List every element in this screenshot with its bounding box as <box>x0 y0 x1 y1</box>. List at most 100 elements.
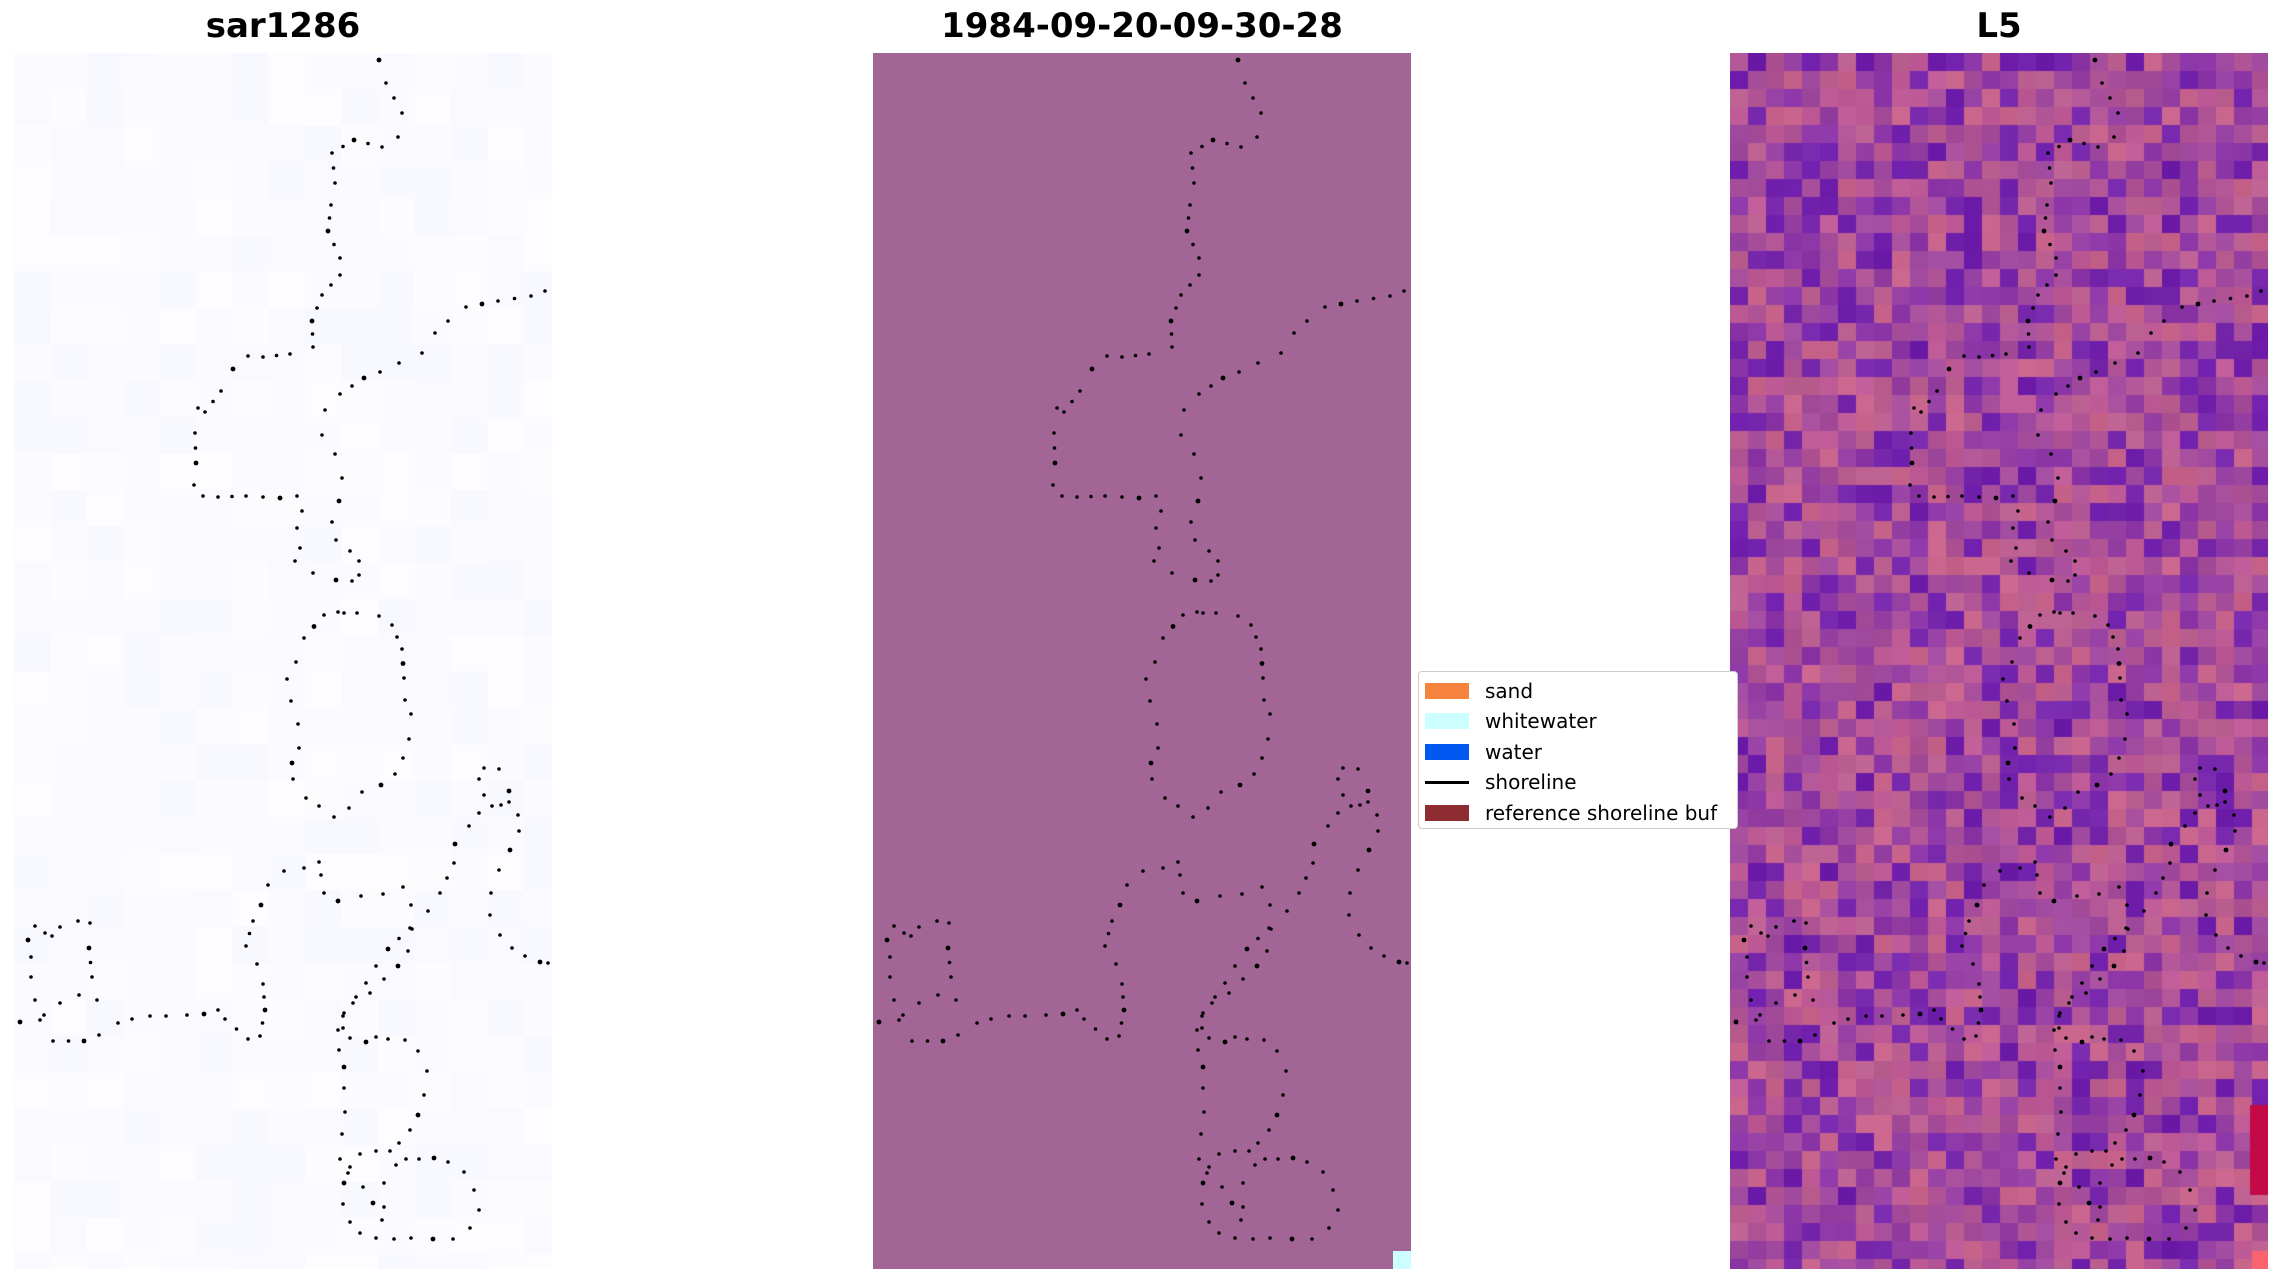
shoreline-point <box>33 998 37 1002</box>
shoreline-point <box>261 355 265 359</box>
shoreline-point <box>2057 1064 2063 1070</box>
shoreline-point <box>433 331 437 335</box>
shoreline-point <box>310 332 315 336</box>
shoreline-point <box>2133 1157 2137 1161</box>
shoreline-point <box>2213 868 2217 872</box>
shoreline-point <box>1998 869 2002 873</box>
shoreline-point <box>462 1170 466 1174</box>
shoreline-point <box>1176 804 1180 808</box>
shoreline-point <box>403 1038 407 1042</box>
shoreline-point <box>77 993 81 997</box>
shoreline-point <box>1051 483 1055 487</box>
shoreline-point <box>1274 1112 1280 1118</box>
shoreline-point <box>333 577 339 583</box>
shoreline-point <box>1806 975 1810 979</box>
shoreline-point <box>2206 804 2210 808</box>
legend-label: reference shoreline buf <box>1485 801 1718 825</box>
shoreline-point <box>446 1160 450 1164</box>
shoreline-point <box>2124 1128 2128 1132</box>
shoreline-point <box>2096 1218 2100 1222</box>
shoreline-point <box>1233 964 1237 968</box>
shoreline-point <box>1176 860 1180 864</box>
shoreline-point <box>358 1231 362 1235</box>
shoreline-point <box>1233 1035 1237 1039</box>
shoreline-point <box>1256 936 1260 941</box>
shoreline-point <box>1007 1014 1011 1018</box>
shoreline-point <box>193 446 198 450</box>
shoreline-point <box>293 559 297 563</box>
shoreline-point <box>1978 995 1982 999</box>
shoreline-point <box>2113 1141 2117 1145</box>
shoreline-point <box>2096 145 2100 149</box>
shoreline-point <box>394 1163 398 1167</box>
shoreline-point <box>1153 660 1157 664</box>
shoreline-point <box>1159 509 1163 513</box>
shoreline-point <box>2033 860 2037 864</box>
shoreline-point <box>378 782 384 788</box>
shoreline-point <box>193 460 199 466</box>
shoreline-point <box>1792 919 1796 923</box>
shoreline-point <box>403 698 407 702</box>
shoreline-point <box>1201 1086 1205 1090</box>
legend-item-sand: sand <box>1425 677 1533 705</box>
shoreline-point <box>1917 1011 1923 1017</box>
shoreline-point <box>1235 57 1241 63</box>
shoreline-point <box>2119 698 2123 702</box>
shoreline-point <box>360 790 364 794</box>
shoreline-point <box>1220 1185 1224 1189</box>
shoreline-point <box>1163 796 1167 800</box>
legend-label: shoreline <box>1485 770 1577 794</box>
shoreline-point <box>2125 712 2129 716</box>
shoreline-point <box>490 804 494 808</box>
legend-item-reference-shoreline-buffer: reference shoreline buf <box>1425 799 1717 827</box>
shoreline-point <box>415 1112 421 1118</box>
shoreline-point <box>1260 885 1264 889</box>
shoreline-point <box>1304 876 1308 880</box>
shoreline-point <box>1297 891 1301 895</box>
shoreline-point <box>298 546 302 550</box>
shoreline-point <box>2020 796 2024 800</box>
shoreline-point <box>2075 894 2079 898</box>
shoreline-point <box>1154 494 1158 498</box>
shoreline-point <box>338 1157 342 1161</box>
shoreline-point <box>1974 902 1980 908</box>
shoreline-point <box>1179 433 1183 437</box>
shoreline-point <box>2228 296 2233 301</box>
shoreline-point <box>1366 800 1370 804</box>
shoreline-point <box>2010 660 2014 664</box>
shoreline-point <box>2054 256 2058 260</box>
shoreline-point <box>294 660 298 664</box>
shoreline-point <box>2084 991 2088 995</box>
shoreline-point <box>355 611 359 615</box>
shoreline-point <box>288 352 292 356</box>
shoreline-point <box>311 624 317 629</box>
shoreline-point <box>374 1236 378 1240</box>
shoreline-point <box>1244 946 1250 952</box>
shoreline-point <box>258 902 264 908</box>
shoreline-point <box>342 1086 346 1090</box>
shoreline-point <box>2039 408 2043 412</box>
shoreline-point <box>2054 273 2058 277</box>
shoreline-point <box>1255 135 1259 139</box>
shoreline-point <box>947 921 951 925</box>
shoreline-point <box>1237 782 1243 788</box>
shoreline-point <box>2052 498 2058 504</box>
shoreline-point <box>1062 410 1066 414</box>
shoreline-point <box>1070 399 1074 404</box>
shoreline-point <box>1880 1014 1884 1018</box>
shoreline-point <box>1141 869 1145 873</box>
shoreline-point <box>1388 294 1392 298</box>
shoreline-point <box>2054 1157 2058 1161</box>
shoreline-point <box>1119 1021 1124 1025</box>
l5-panel-title: L5 <box>1976 6 2022 46</box>
shoreline-point <box>2131 1112 2137 1118</box>
shoreline-point <box>1311 841 1317 847</box>
shoreline-point <box>2057 144 2061 149</box>
shoreline-point <box>304 796 308 800</box>
shoreline-point <box>262 995 266 999</box>
shoreline-point <box>452 861 456 865</box>
shoreline-point <box>420 351 424 355</box>
shoreline-point <box>989 1017 993 1021</box>
shoreline-point <box>1161 636 1165 640</box>
shoreline-point <box>1268 712 1272 716</box>
